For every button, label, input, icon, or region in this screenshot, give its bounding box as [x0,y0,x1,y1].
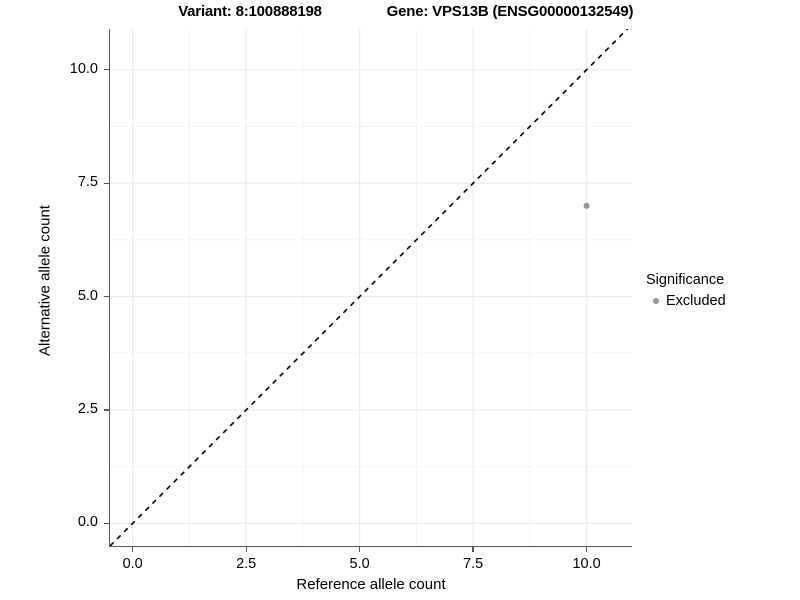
y-tick-mark [104,295,110,298]
y-tick-mark [104,409,110,411]
x-tick-mark [472,546,474,552]
y-tick-mark [104,522,110,524]
legend-key [646,291,666,311]
y-tick-label: 5.0 [77,287,98,304]
y-axis-line [109,29,111,547]
x-axis-title: Reference allele count [296,576,446,593]
x-tick-label: 0.0 [122,556,143,572]
minor-gridlines [110,29,632,546]
gene-title: Gene: VPS13B (ENSG00000132549) [386,3,634,20]
legend-item-label: Excluded [666,293,726,309]
plot-canvas [110,29,632,546]
legend: Significance Excluded [646,271,796,311]
y-tick-label: 7.5 [77,174,98,191]
y-tick-label: 2.5 [77,400,98,417]
legend-item[interactable]: Excluded [646,291,796,311]
y-axis-title: Alternative allele count [36,205,54,356]
major-gridlines [110,29,632,546]
x-tick-mark [245,546,247,552]
x-tick-mark [585,546,588,552]
plot-panel [110,29,632,546]
legend-dot-icon [653,298,659,304]
x-tick-mark [359,546,361,552]
y-tick-label: 10.0 [69,60,98,77]
variant-title: Variant: 8:100888198 [178,3,322,20]
data-points [583,202,590,209]
legend-items: Excluded [646,291,796,311]
x-tick-label: 10.0 [572,556,601,572]
x-tick-mark [132,546,134,552]
legend-title: Significance [646,272,725,288]
x-tick-label: 2.5 [236,556,257,572]
x-axis-line [110,545,632,547]
y-tick-mark [104,69,110,71]
identity-line-path [110,29,629,546]
x-tick-label: 7.5 [463,556,484,572]
x-tick-label: 5.0 [349,556,370,572]
data-point [583,202,590,209]
y-tick-label: 0.0 [77,514,98,531]
identity-line [110,29,629,546]
y-tick-mark [104,182,110,184]
